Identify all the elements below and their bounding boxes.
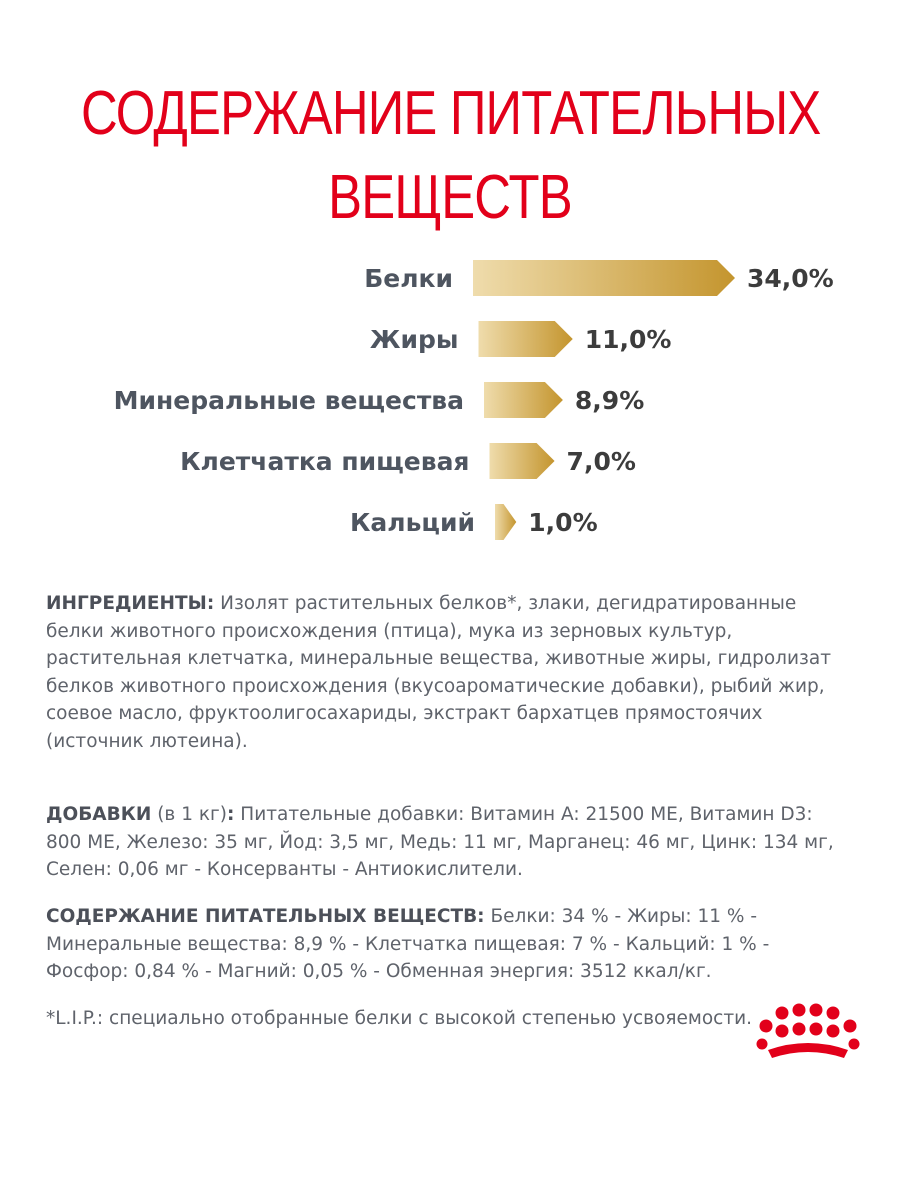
value-label-2: 8,9%: [575, 386, 644, 415]
footnote-text: *L.I.P.: специально отобранные белки с в…: [46, 1008, 753, 1029]
value-label-1: 11,0%: [585, 325, 672, 354]
category-label-1: Жиры: [370, 325, 459, 354]
additives-unit: (в 1 кг): [157, 804, 227, 825]
value-label-0: 34,0%: [747, 264, 834, 293]
value-label-3: 7,0%: [567, 447, 636, 476]
additives-block: ДОБАВКИ (в 1 кг): Питательные добавки: В…: [46, 801, 846, 884]
nutrient-bar-chart: Белки 34,0% Жиры 11,0% Минеральные вещества 8…: [114, 260, 834, 540]
bar-2: [484, 382, 563, 418]
page-title-line2: ВЕЩЕСТВ: [328, 163, 572, 232]
category-label-0: Белки: [364, 264, 453, 293]
page-title: СОДЕРЖАНИЕ ПИТАТЕЛЬНЫХ ВЕЩЕСТВ: [81, 72, 821, 240]
additives-colon: :: [226, 804, 235, 825]
ingredients-block: ИНГРЕДИЕНТЫ: Изолят растительных белков*…: [46, 590, 846, 756]
bar-1: [478, 321, 573, 357]
nutrients-label: СОДЕРЖАНИЕ ПИТАТЕЛЬНЫХ ВЕЩЕСТВ:: [46, 906, 485, 927]
page-title-line1: СОДЕРЖАНИЕ ПИТАТЕЛЬНЫХ: [81, 79, 821, 148]
bar-3: [489, 443, 555, 479]
nutrients-text: Белки: 34 % - Жиры: 11 % - Минеральные в…: [46, 906, 770, 983]
royal-crown-icon: [756, 1003, 860, 1058]
additives-text: Питательные добавки: Витамин A: 21500 МЕ…: [46, 804, 834, 881]
category-label-2: Минеральные вещества: [114, 386, 464, 415]
ingredients-label: ИНГРЕДИЕНТЫ:: [46, 593, 215, 614]
bar-4: [495, 504, 517, 540]
nutrients-block: СОДЕРЖАНИЕ ПИТАТЕЛЬНЫХ ВЕЩЕСТВ: Белки: 3…: [46, 903, 846, 986]
footnote: *L.I.P.: специально отобранные белки с в…: [46, 1005, 846, 1033]
category-label-3: Клетчатка пищевая: [180, 447, 469, 476]
additives-label: ДОБАВКИ: [46, 804, 152, 825]
ingredients-text: Изолят растительных белков*, злаки, деги…: [46, 593, 831, 752]
bar-0: [473, 260, 735, 296]
value-label-4: 1,0%: [528, 508, 597, 537]
category-label-4: Кальций: [350, 508, 475, 537]
